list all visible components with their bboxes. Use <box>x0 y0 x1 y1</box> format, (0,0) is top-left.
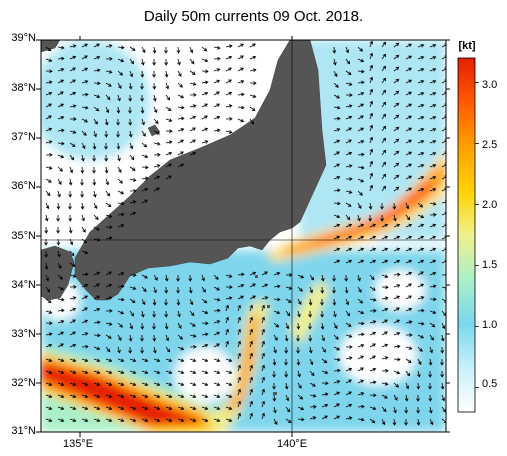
lat-label-35: 35°N <box>11 230 36 242</box>
lat-label-38: 38°N <box>11 82 36 94</box>
lon-label-140: 140°E <box>276 438 308 450</box>
lat-label-31: 31°N <box>11 425 36 437</box>
map-title: Daily 50m currents 09 Oct. 2018. <box>143 8 364 25</box>
map-frame <box>36 36 450 437</box>
lat-label-39: 39°N <box>11 32 36 44</box>
current-arrows <box>44 40 446 426</box>
colorbar-tick-label-1.5: 1.5 <box>482 259 498 271</box>
colorbar-tick-label-3.0: 3.0 <box>482 79 498 91</box>
colorbar-tick-label-2.0: 2.0 <box>482 199 498 211</box>
colorbar-tick-label-2.5: 2.5 <box>482 139 498 151</box>
land-japan <box>41 40 327 301</box>
colorbar <box>457 57 479 413</box>
lat-label-33: 33°N <box>11 328 36 340</box>
current-speed-field <box>41 40 446 432</box>
grid-lines <box>41 40 446 432</box>
colorbar-tick-label-1.0: 1.0 <box>482 319 498 331</box>
lat-label-34: 34°N <box>11 279 36 291</box>
lon-label-135: 135°E <box>62 438 94 450</box>
islands <box>255 275 277 395</box>
colorbar-unit-label: [kt] <box>458 40 476 52</box>
lat-label-36: 36°N <box>11 180 36 192</box>
colorbar-tick-label-0.5: 0.5 <box>482 378 498 390</box>
lat-label-37: 37°N <box>11 131 36 143</box>
lat-label-32: 32°N <box>11 377 36 389</box>
